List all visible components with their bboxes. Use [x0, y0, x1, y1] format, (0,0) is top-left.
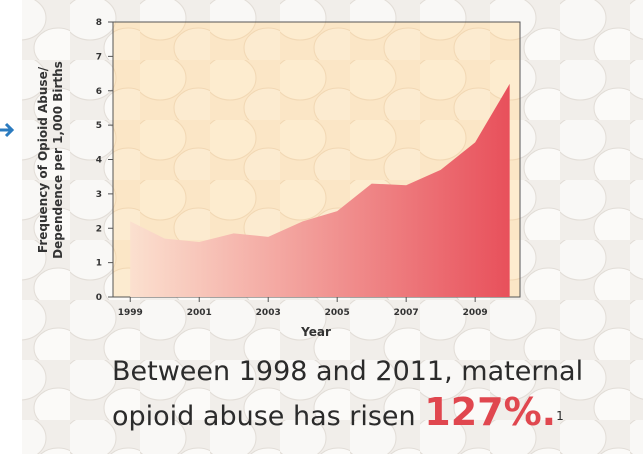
y-axis-label: Frequency of Opioid Abuse/: [36, 66, 50, 253]
y-tick-label: 8: [96, 18, 102, 28]
x-tick-label: 2007: [394, 308, 419, 318]
caption-text: Between 1998 and 2011, maternal opioid a…: [112, 356, 584, 432]
y-tick-label: 3: [96, 190, 102, 200]
y-tick-label: 0: [96, 293, 102, 303]
y-tick-label: 5: [96, 121, 102, 131]
x-tick-label: 2005: [325, 308, 350, 318]
y-tick-label: 7: [96, 52, 102, 62]
x-tick-label: 2003: [256, 308, 281, 318]
caption: Between 1998 and 2011, maternal opioid a…: [112, 352, 632, 437]
footnote: 1: [556, 409, 564, 423]
x-tick-label: 2001: [187, 308, 212, 318]
area: [130, 83, 510, 297]
x-tick-label: 2009: [463, 308, 488, 318]
x-tick-label: 1999: [118, 308, 143, 318]
x-axis-label: Year: [300, 325, 331, 339]
arrow-icon: [0, 122, 15, 138]
y-tick-label: 4: [96, 156, 102, 166]
y-tick-label: 2: [96, 224, 102, 234]
y-tick-label: 6: [96, 87, 102, 97]
y-axis-label: Dependence per 1,000 Births: [51, 61, 65, 259]
y-tick-label: 1: [96, 259, 102, 269]
highlight: 127%.: [424, 390, 557, 434]
